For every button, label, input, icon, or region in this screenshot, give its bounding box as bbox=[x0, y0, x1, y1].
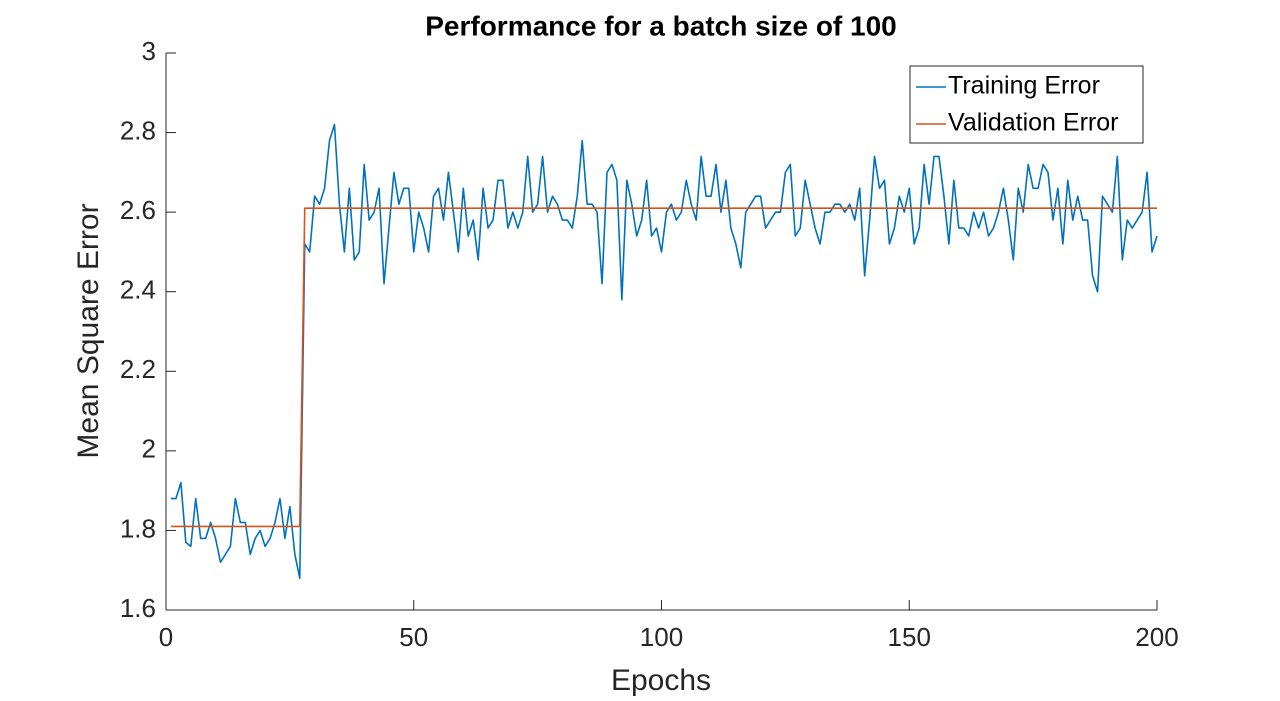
x-tick-label: 100 bbox=[640, 622, 683, 652]
y-tick-label: 2.8 bbox=[120, 115, 156, 145]
legend-label: Training Error bbox=[948, 72, 1100, 100]
series-line bbox=[170, 123, 1158, 579]
y-tick-label: 2.6 bbox=[120, 195, 156, 225]
x-tick-label: 200 bbox=[1135, 622, 1178, 652]
x-tick-label: 50 bbox=[399, 622, 428, 652]
series-line bbox=[170, 207, 1157, 528]
y-tick-label: 2.4 bbox=[120, 275, 156, 305]
legend-label: Validation Error bbox=[948, 109, 1118, 137]
legend-box bbox=[909, 65, 1144, 144]
y-tick-label: 2.2 bbox=[120, 354, 156, 384]
y-tick-label: 3 bbox=[142, 36, 156, 66]
x-tick-label: 150 bbox=[888, 622, 931, 652]
x-axis-label: Epochs bbox=[611, 664, 711, 697]
x-tick-label: 0 bbox=[159, 622, 173, 652]
y-tick-label: 2 bbox=[142, 434, 156, 464]
chart-title: Performance for a batch size of 100 bbox=[425, 10, 897, 41]
y-tick-label: 1.6 bbox=[120, 593, 156, 623]
y-axis-label: Mean Square Error bbox=[72, 203, 105, 458]
y-tick-label: 1.8 bbox=[120, 513, 156, 543]
